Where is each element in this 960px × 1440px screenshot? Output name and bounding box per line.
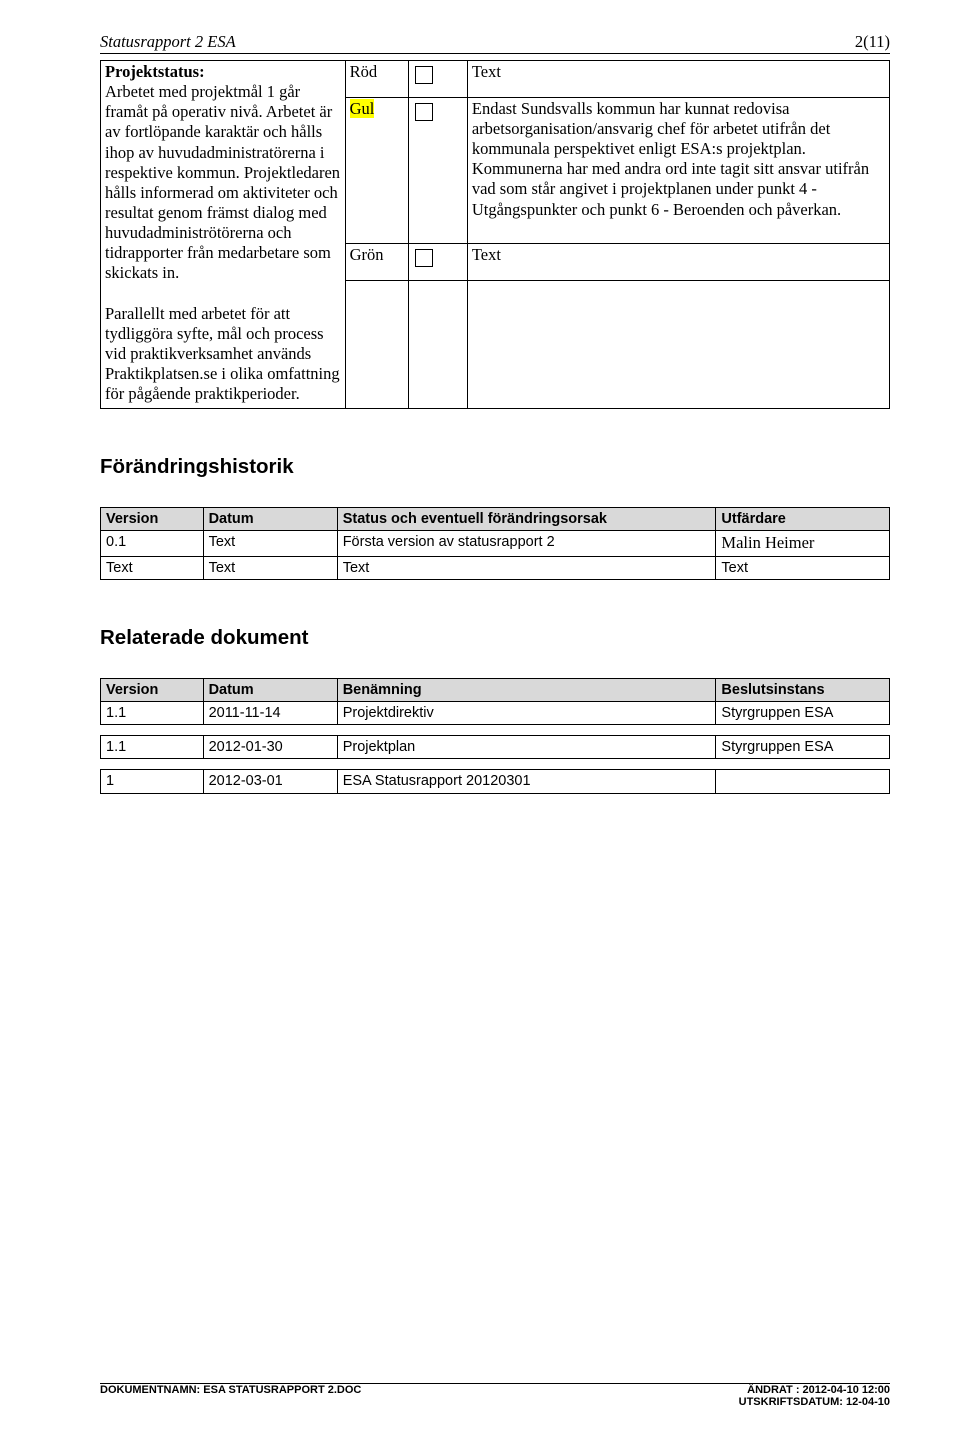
yellow-highlight: Gul: [350, 99, 375, 118]
related-th-name: Benämning: [337, 679, 716, 702]
status-title: Projektstatus:: [105, 62, 205, 81]
cell: 2012-03-01: [203, 770, 337, 793]
related-table: Version Datum Benämning Beslutsinstans 1…: [100, 678, 890, 725]
status-red-text: Text: [467, 61, 889, 98]
status-green-checkbox-cell: [408, 244, 467, 281]
footer-printed: UTSKRIFTSDATUM: 12-04-10: [739, 1396, 890, 1408]
cell: 2012-01-30: [203, 736, 337, 759]
cell: 1.1: [101, 702, 204, 725]
history-heading: Förändringshistorik: [100, 455, 890, 479]
cell: Styrgruppen ESA: [716, 702, 890, 725]
status-left-para1: Arbetet med projektmål 1 går framåt på o…: [105, 82, 340, 282]
cell: 1.1: [101, 736, 204, 759]
header-title: Statusrapport 2 ESA: [100, 32, 236, 52]
status-yellow-label: Gul: [345, 97, 408, 243]
table-row: 0.1 Text Första version av statusrapport…: [101, 531, 890, 557]
cell: 1: [101, 770, 204, 793]
history-th-issuer: Utfärdare: [716, 508, 890, 531]
history-th-date: Datum: [203, 508, 337, 531]
related-header-row: Version Datum Benämning Beslutsinstans: [101, 679, 890, 702]
checkbox-green[interactable]: [415, 249, 433, 267]
history-header-row: Version Datum Status och eventuell förän…: [101, 508, 890, 531]
checkbox-yellow[interactable]: [415, 103, 433, 121]
filler-cell-1: [345, 281, 408, 409]
table-row: 1.1 2012-01-30 Projektplan Styrgruppen E…: [101, 736, 890, 759]
status-red-label: Röd: [345, 61, 408, 98]
related-th-date: Datum: [203, 679, 337, 702]
status-green-text: Text: [467, 244, 889, 281]
cell: Text: [203, 556, 337, 579]
cell: Projektplan: [337, 736, 716, 759]
table-row: Text Text Text Text: [101, 556, 890, 579]
status-left-cell: Projektstatus: Arbetet med projektmål 1 …: [101, 61, 346, 409]
status-left-para2: Parallellt med arbetet för att tydliggör…: [105, 304, 340, 404]
history-table: Version Datum Status och eventuell förän…: [100, 507, 890, 580]
cell: Malin Heimer: [716, 531, 890, 557]
related-heading: Relaterade dokument: [100, 626, 890, 650]
status-yellow-checkbox-cell: [408, 97, 467, 243]
status-red-checkbox-cell: [408, 61, 467, 98]
cell: Text: [337, 556, 716, 579]
history-th-version: Version: [101, 508, 204, 531]
table-row: 1 2012-03-01 ESA Statusrapport 20120301: [101, 770, 890, 793]
status-green-label: Grön: [345, 244, 408, 281]
related-table-2: 1.1 2012-01-30 Projektplan Styrgruppen E…: [100, 735, 890, 759]
cell: 0.1: [101, 531, 204, 557]
page-header: Statusrapport 2 ESA 2(11): [100, 32, 890, 54]
page: Statusrapport 2 ESA 2(11) Projektstatus:…: [0, 0, 960, 1440]
filler-cell-2: [408, 281, 467, 409]
cell: Text: [203, 531, 337, 557]
table-row: 1.1 2011-11-14 Projektdirektiv Styrgrupp…: [101, 702, 890, 725]
cell: ESA Statusrapport 20120301: [337, 770, 716, 793]
cell: Text: [101, 556, 204, 579]
checkbox-red[interactable]: [415, 66, 433, 84]
cell: 2011-11-14: [203, 702, 337, 725]
page-footer: DOKUMENTNAMN: ESA STATUSRAPPORT 2.DOC ÄN…: [100, 1383, 890, 1408]
status-table: Projektstatus: Arbetet med projektmål 1 …: [100, 60, 890, 409]
cell: Första version av statusrapport 2: [337, 531, 716, 557]
related-table-3: 1 2012-03-01 ESA Statusrapport 20120301: [100, 769, 890, 793]
footer-left: DOKUMENTNAMN: ESA STATUSRAPPORT 2.DOC: [100, 1384, 361, 1408]
related-th-version: Version: [101, 679, 204, 702]
related-th-instance: Beslutsinstans: [716, 679, 890, 702]
cell: Text: [716, 556, 890, 579]
filler-cell-3: [467, 281, 889, 409]
footer-right: ÄNDRAT : 2012-04-10 12:00 UTSKRIFTSDATUM…: [739, 1384, 890, 1408]
cell: [716, 770, 890, 793]
cell: Projektdirektiv: [337, 702, 716, 725]
cell: Styrgruppen ESA: [716, 736, 890, 759]
status-row-red: Projektstatus: Arbetet med projektmål 1 …: [101, 61, 890, 98]
page-number: 2(11): [855, 32, 890, 52]
history-th-status: Status och eventuell förändringsorsak: [337, 508, 716, 531]
status-yellow-text: Endast Sundsvalls kommun har kunnat redo…: [467, 97, 889, 243]
footer-modified: ÄNDRAT : 2012-04-10 12:00: [739, 1384, 890, 1396]
